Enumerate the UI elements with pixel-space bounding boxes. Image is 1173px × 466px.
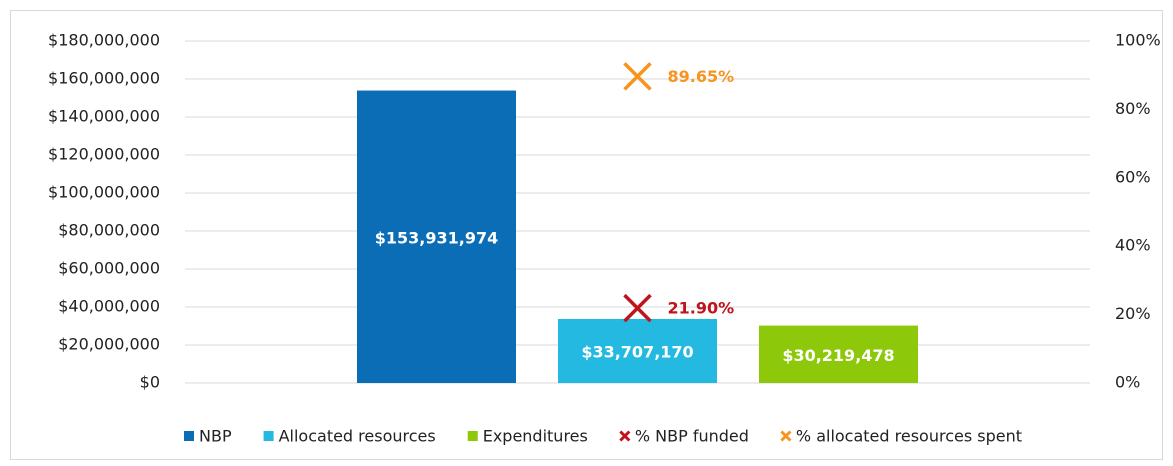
data-label: $153,931,974 [375,228,498,247]
legend-label: % NBP funded [635,427,749,446]
y-tick-label: $160,000,000 [48,69,160,88]
data-label: $33,707,170 [581,342,693,361]
y2-tick-label: 80% [1115,99,1151,118]
marker [623,293,652,323]
y-tick-label: $40,000,000 [58,297,160,316]
marker [623,62,652,91]
legend-swatch [263,431,274,441]
legend: NBP Allocated resources Expenditures % NBP … [183,427,1022,446]
legend-label: % allocated resources spent [796,427,1022,446]
chart-border [10,10,1163,460]
data-label: $30,219,478 [782,346,894,365]
bar [357,90,516,384]
bar [558,318,717,383]
bar [759,325,918,383]
legend-marker [619,430,631,442]
y2-tick-label: 40% [1115,236,1151,255]
legend-label: NBP [199,427,232,446]
legend-label: Expenditures [483,427,588,446]
legend-swatch [183,431,194,441]
y-tick-label: $80,000,000 [58,221,160,240]
y-tick-label: $100,000,000 [48,183,160,202]
y-tick-label: $20,000,000 [58,335,160,354]
y-tick-label: $140,000,000 [48,107,160,126]
y-tick-label: $60,000,000 [58,259,160,278]
legend-label: Allocated resources [279,427,436,446]
y-tick-label: $120,000,000 [48,145,160,164]
y-tick-label: $180,000,000 [48,31,160,50]
y2-tick-label: 100% [1115,31,1161,50]
y2-tick-label: 60% [1115,167,1151,186]
y2-tick-label: 20% [1115,304,1151,323]
marker-label: 89.65% [668,67,735,86]
legend-marker [780,430,792,442]
marker-label: 21.90% [668,299,735,318]
y-tick-label: $0 [140,373,160,392]
legend-swatch [467,431,478,441]
y2-tick-label: 0% [1115,373,1140,392]
